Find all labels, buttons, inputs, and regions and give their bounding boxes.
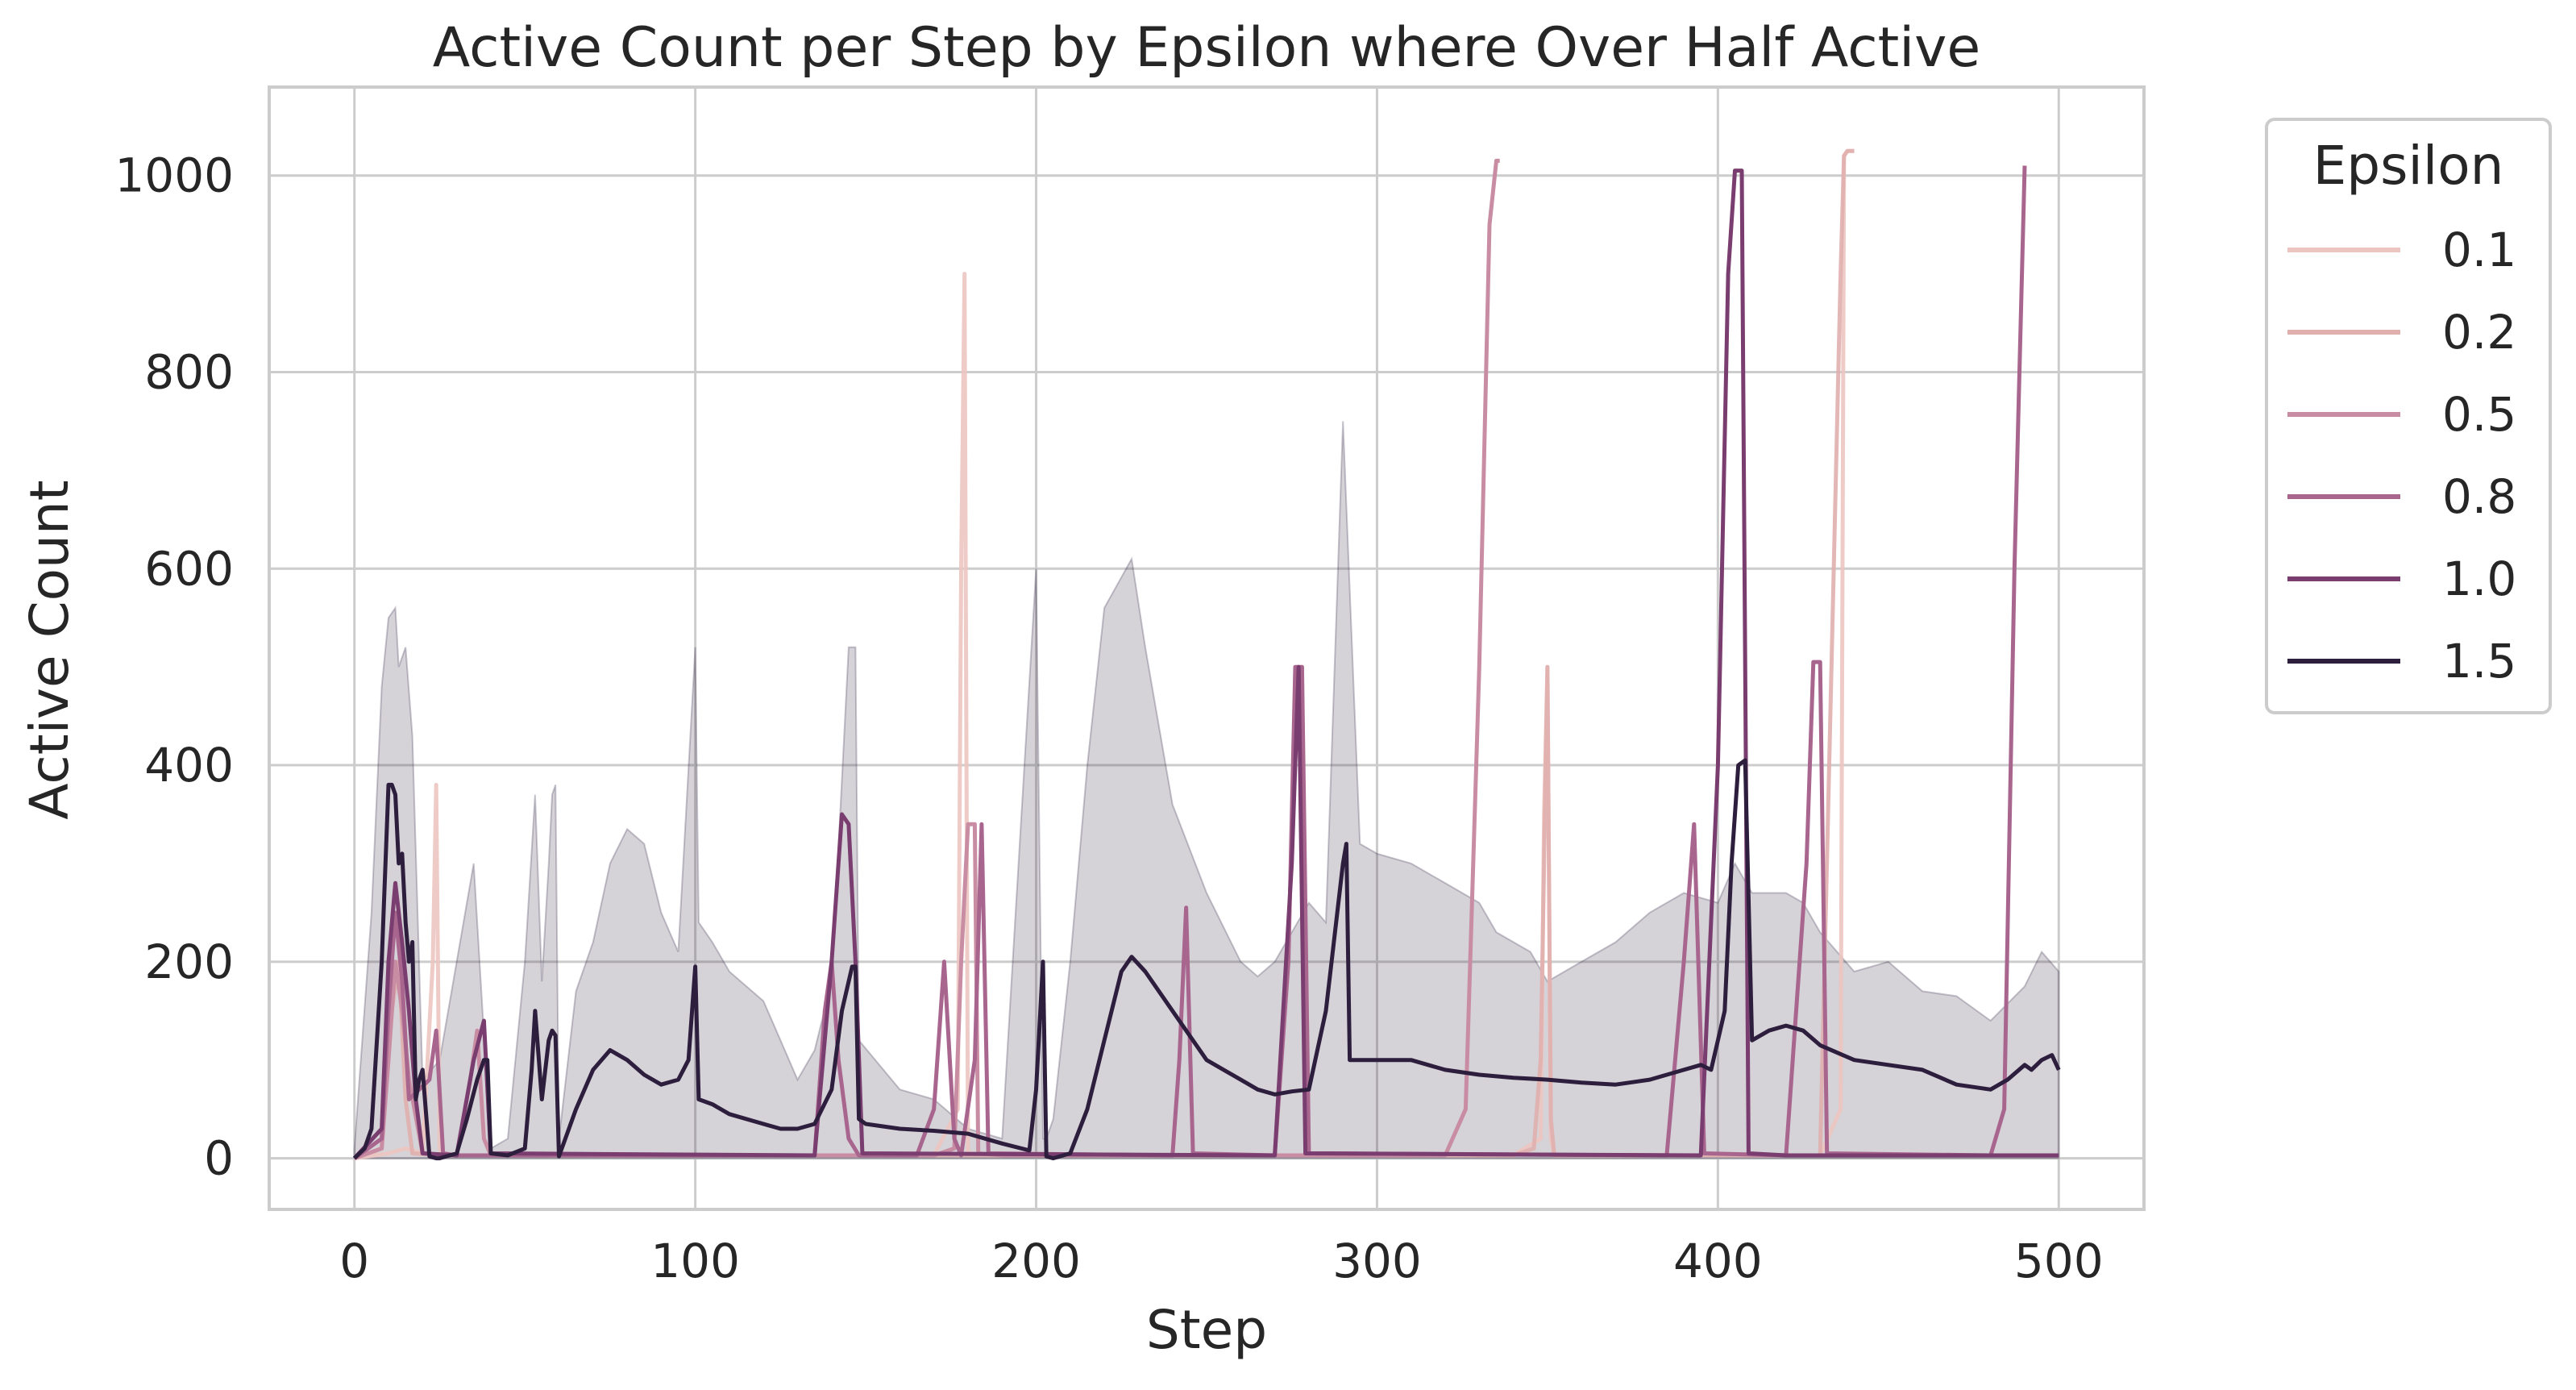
x-axis-title: Step bbox=[1146, 1299, 1267, 1361]
chart-title: Active Count per Step by Epsilon where O… bbox=[433, 16, 1980, 80]
y-tick-label: 1000 bbox=[114, 148, 234, 203]
legend-label: 0.1 bbox=[2442, 223, 2516, 277]
legend-label: 0.2 bbox=[2442, 305, 2516, 360]
legend-label: 1.5 bbox=[2442, 634, 2516, 689]
x-ticks: 0 100 200 300 400 500 bbox=[339, 1234, 2103, 1288]
y-tick-label: 600 bbox=[144, 541, 234, 596]
y-axis-title: Active Count bbox=[19, 480, 81, 819]
x-tick-label: 400 bbox=[1673, 1234, 1763, 1288]
y-tick-label: 400 bbox=[144, 738, 234, 793]
legend-label: 0.5 bbox=[2442, 387, 2516, 442]
legend-label: 0.8 bbox=[2442, 469, 2516, 524]
legend-label: 1.0 bbox=[2442, 551, 2516, 606]
legend-items: 0.1 0.2 0.5 0.8 1.0 1.5 bbox=[2287, 223, 2516, 689]
x-tick-label: 500 bbox=[2014, 1234, 2104, 1288]
x-tick-label: 100 bbox=[650, 1234, 740, 1288]
x-tick-label: 300 bbox=[1332, 1234, 1422, 1288]
legend-title: Epsilon bbox=[2313, 135, 2504, 197]
y-tick-label: 200 bbox=[144, 934, 234, 989]
plot-frame bbox=[268, 85, 2146, 1211]
x-tick-label: 0 bbox=[339, 1234, 369, 1288]
confidence-band bbox=[353, 421, 2060, 1159]
series-lines bbox=[352, 148, 2061, 1161]
series-line-1-5 bbox=[352, 758, 2061, 1161]
legend: Epsilon 0.1 0.2 0.5 0.8 1.0 1.5 bbox=[2265, 118, 2552, 714]
legend-frame bbox=[2265, 118, 2552, 714]
y-ticks: 0 200 400 600 800 1000 bbox=[114, 148, 234, 1186]
y-tick-label: 800 bbox=[144, 344, 234, 399]
series-line-1-0 bbox=[352, 169, 2059, 1160]
x-tick-label: 200 bbox=[991, 1234, 1081, 1288]
grid bbox=[269, 87, 2144, 1209]
y-tick-label: 0 bbox=[204, 1131, 234, 1186]
series-line-0-8 bbox=[353, 165, 2027, 1160]
band-area bbox=[353, 421, 2060, 1159]
